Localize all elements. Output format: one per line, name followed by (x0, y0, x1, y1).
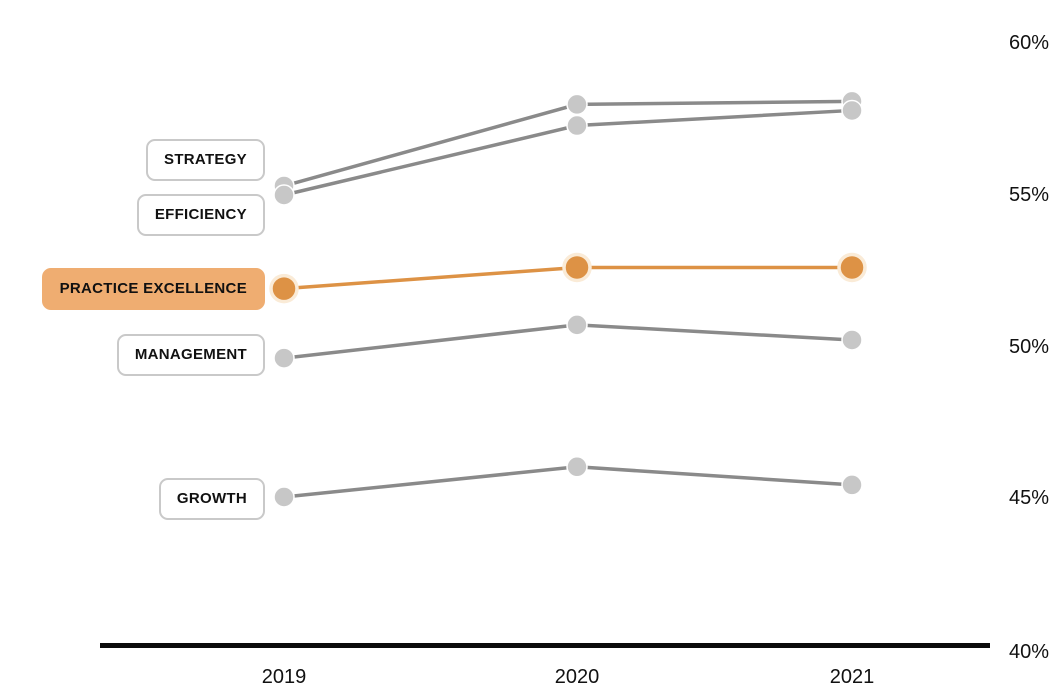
data-point-efficiency-2021 (841, 99, 863, 122)
data-point-growth-2020 (566, 456, 588, 478)
x-axis-tick-2020: 2020 (554, 666, 600, 688)
x-axis-line (100, 643, 990, 648)
data-point-growth-2021 (841, 474, 863, 496)
x-axis-tick-2019: 2019 (261, 666, 307, 688)
y-axis-tick-40: 40% (1008, 641, 1049, 663)
series-label-strategy: STRATEGY (146, 139, 265, 181)
y-axis-tick-55: 55% (1008, 184, 1049, 206)
data-point-practice-excellence-2019 (269, 273, 299, 304)
data-point-strategy-2020 (566, 93, 588, 116)
data-point-efficiency-2019 (273, 184, 295, 206)
y-axis-tick-50: 50% (1008, 336, 1049, 358)
data-point-practice-excellence-2020 (562, 252, 592, 283)
data-point-management-2021 (841, 329, 863, 351)
y-axis-tick-45: 45% (1008, 487, 1049, 509)
series-label-management: MANAGEMENT (116, 334, 265, 376)
data-point-practice-excellence-2021 (837, 252, 867, 283)
data-point-efficiency-2020 (566, 114, 588, 137)
data-point-management-2019 (273, 347, 295, 369)
series-label-growth: GROWTH (158, 478, 265, 520)
x-axis-tick-2021: 2021 (829, 666, 875, 688)
series-label-practice-excellence: PRACTICE EXCELLENCE (41, 268, 265, 310)
series-label-efficiency: EFFICIENCY (136, 194, 265, 236)
data-point-management-2020 (566, 314, 588, 336)
y-axis-tick-60: 60% (1008, 32, 1049, 54)
data-point-growth-2019 (273, 486, 295, 508)
